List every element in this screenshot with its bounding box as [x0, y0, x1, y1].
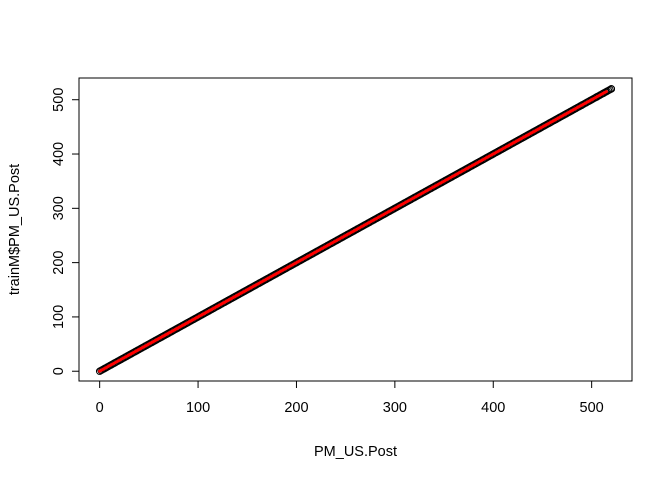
- data-point: [578, 101, 586, 109]
- x-tick-label: 400: [481, 400, 505, 416]
- y-tick-label: 300: [51, 196, 67, 220]
- y-tick-label: 100: [51, 305, 67, 329]
- data-point: [607, 85, 616, 93]
- y-tick-label: 400: [51, 142, 67, 166]
- x-tick-label: 500: [580, 400, 604, 416]
- data-point: [606, 85, 614, 94]
- x-tick-label: 0: [96, 400, 104, 416]
- y-tick-label: 500: [51, 88, 67, 112]
- y-axis: 0 100 200 300 400 500: [51, 88, 80, 375]
- data-point: [592, 93, 601, 101]
- y-tick-label: 0: [51, 367, 67, 375]
- y-axis-label: trainM$PM_US.Post: [7, 164, 23, 295]
- x-tick-label: 200: [284, 400, 308, 416]
- x-axis: 0 100 200 300 400 500: [96, 380, 604, 416]
- data-points: [95, 85, 616, 375]
- fit-line-group: [98, 90, 608, 373]
- data-point: [599, 89, 608, 97]
- fit-line: [98, 90, 608, 373]
- x-tick-label: 100: [186, 400, 210, 416]
- x-tick-label: 300: [383, 400, 407, 416]
- y-tick-label: 200: [51, 251, 67, 275]
- x-axis-label: PM_US.Post: [314, 444, 397, 460]
